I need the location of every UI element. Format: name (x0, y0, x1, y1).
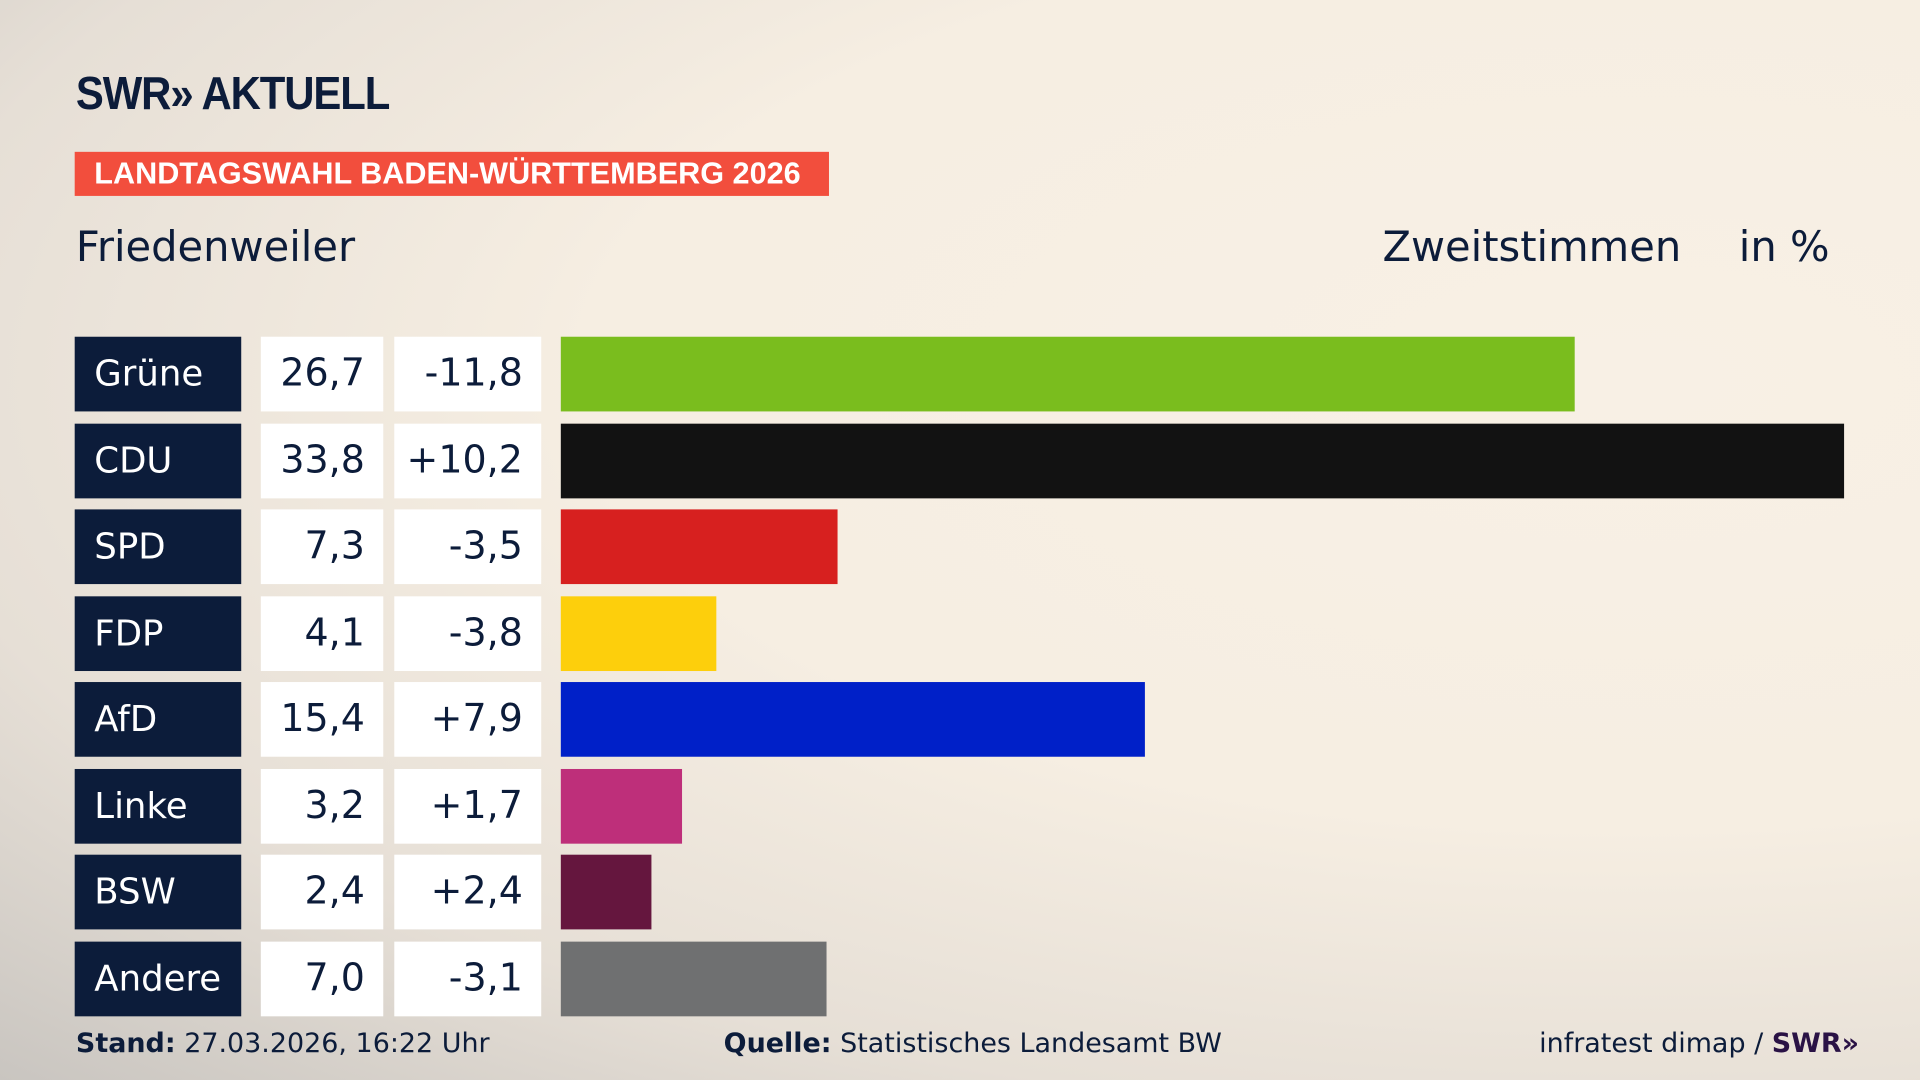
credit: infratest dimap / SWR» (1539, 1029, 1859, 1060)
vote-type-label: Zweitstimmen (1382, 222, 1682, 272)
bar-row: CDU 33,8 +10,2 (0, 423, 1920, 498)
value-label: 7,3 (260, 509, 384, 585)
source: Quelle: Statistisches Landesamt BW (724, 1029, 1222, 1060)
bar-row: Linke 3,2 +1,7 (0, 768, 1920, 844)
party-label: Andere (74, 941, 242, 1016)
value-label: 15,4 (260, 682, 384, 757)
party-label: SPD (74, 509, 242, 585)
stand-value: 27.03.2026, 16:22 Uhr (184, 1028, 490, 1060)
party-label: AfD (74, 682, 242, 757)
source-label: Quelle: (723, 1028, 832, 1060)
party-label: FDP (74, 595, 242, 671)
bar (560, 682, 1146, 757)
value-label: 4,1 (260, 595, 384, 671)
source-value: Statistisches Landesamt BW (840, 1028, 1222, 1060)
diff-label: +7,9 (394, 682, 542, 757)
value-label: 2,4 (260, 854, 384, 930)
diff-label: +2,4 (394, 854, 542, 930)
party-label: BSW (74, 854, 242, 930)
bar (560, 595, 717, 671)
bar-row: BSW 2,4 +2,4 (0, 854, 1920, 930)
value-label: 26,7 (260, 336, 384, 412)
stand-label: Stand: (75, 1028, 176, 1060)
credit-text: infratest dimap / (1539, 1028, 1764, 1060)
swr-aktuell-logo: SWR» AKTUELL (75, 68, 390, 121)
party-label: Linke (74, 768, 242, 844)
diff-label: +10,2 (394, 423, 542, 498)
unit-label: in % (1738, 222, 1830, 272)
value-label: 7,0 (260, 941, 384, 1016)
election-banner: LANDTAGSWAHL BADEN-WÜRTTEMBERG 2026 (74, 151, 829, 196)
bar (560, 336, 1575, 412)
diff-label: +1,7 (394, 768, 542, 844)
place-title: Friedenweiler (75, 222, 356, 272)
diff-label: -3,5 (394, 509, 542, 585)
bar-row: Grüne 26,7 -11,8 (0, 336, 1920, 412)
bar (560, 854, 652, 930)
bar-row: FDP 4,1 -3,8 (0, 595, 1920, 671)
bar-row: Andere 7,0 -3,1 (0, 941, 1920, 1016)
bar (560, 941, 827, 1016)
swr-logo-small: SWR» (1771, 1028, 1860, 1060)
diff-label: -11,8 (394, 336, 542, 412)
value-label: 33,8 (260, 423, 384, 498)
diff-label: -3,8 (394, 595, 542, 671)
bar (560, 423, 1845, 498)
diff-label: -3,1 (394, 941, 542, 1016)
value-label: 3,2 (260, 768, 384, 844)
bar (560, 768, 683, 844)
party-label: CDU (74, 423, 242, 498)
bar (560, 509, 838, 585)
party-label: Grüne (74, 336, 242, 412)
bar-row: AfD 15,4 +7,9 (0, 682, 1920, 757)
bar-row: SPD 7,3 -3,5 (0, 509, 1920, 585)
timestamp: Stand: 27.03.2026, 16:22 Uhr (76, 1029, 490, 1060)
